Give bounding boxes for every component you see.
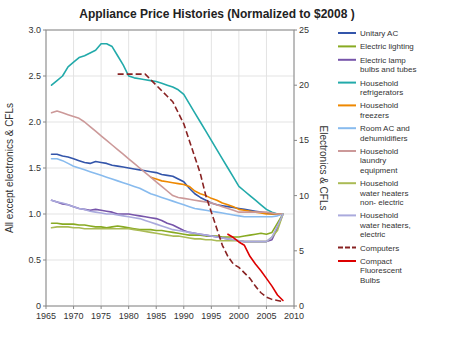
axes: 1965197019751980198519901995200020052010… xyxy=(28,25,309,321)
legend-swatch xyxy=(338,150,356,152)
tick xyxy=(211,306,212,309)
grid-line xyxy=(46,260,294,261)
tick xyxy=(43,306,46,307)
chart: 1965197019751980198519901995200020052010… xyxy=(0,0,474,344)
grid-line xyxy=(46,168,294,169)
legend-swatch xyxy=(338,82,356,84)
tick-label: 20 xyxy=(299,80,309,90)
tick-label: 1.5 xyxy=(28,163,41,173)
legend-label: CompactFluorescentBulbs xyxy=(360,257,403,285)
legend: Unitary AC Electric lighting Electric lamp… xyxy=(338,29,417,285)
series-line xyxy=(52,200,283,241)
tick-label: 0.5 xyxy=(28,255,41,265)
legend-label: Householdrefrigerators xyxy=(360,79,403,97)
legend-swatch xyxy=(338,45,356,47)
tick-label: 15 xyxy=(299,135,309,145)
legend-label: Householdwater heaters,electric xyxy=(359,211,411,239)
tick-label: 3.0 xyxy=(28,25,41,35)
tick-label: 1995 xyxy=(201,311,221,321)
legend-swatch xyxy=(338,247,356,249)
tick xyxy=(43,214,46,215)
tick-label: 0 xyxy=(299,301,304,311)
plot-frame xyxy=(46,30,294,306)
tick-label: 1985 xyxy=(146,311,166,321)
axis-label: All except electronics & CFLs xyxy=(4,103,15,233)
legend-swatch xyxy=(338,59,356,61)
tick xyxy=(294,85,297,86)
series-line xyxy=(52,111,283,214)
tick xyxy=(238,306,239,309)
series-line xyxy=(52,159,283,217)
legend-label: Room AC anddehumidifiers xyxy=(360,124,410,142)
legend-swatch xyxy=(338,260,356,262)
tick-label: 1.0 xyxy=(28,209,41,219)
tick-label: 0 xyxy=(36,301,41,311)
tick xyxy=(294,195,297,196)
series-line xyxy=(52,44,283,214)
tick-label: 2000 xyxy=(229,311,249,321)
tick-label: 5 xyxy=(299,246,304,256)
series-line xyxy=(118,74,283,301)
legend-label: Householdwater heatersnon- electric xyxy=(359,179,408,207)
legend-swatch xyxy=(338,32,356,34)
tick-label: 1980 xyxy=(119,311,139,321)
tick xyxy=(43,122,46,123)
tick-label: 1970 xyxy=(64,311,84,321)
series-line xyxy=(228,234,283,300)
tick xyxy=(266,306,267,309)
legend-swatch xyxy=(338,182,356,184)
axis-label: Electronics & CFLs xyxy=(318,125,329,210)
tick xyxy=(43,76,46,77)
series-line xyxy=(151,177,283,214)
tick xyxy=(294,306,297,307)
tick-label: 10 xyxy=(299,191,309,201)
tick xyxy=(43,168,46,169)
title: Appliance Price Histories (Normalized to… xyxy=(79,7,354,21)
tick-label: 25 xyxy=(299,25,309,35)
legend-swatch xyxy=(338,214,356,216)
legend-label: Computers xyxy=(360,244,399,253)
legend-swatch xyxy=(338,127,356,129)
series-line xyxy=(52,200,283,241)
tick-label: 1990 xyxy=(174,311,194,321)
legend-swatch xyxy=(338,104,356,106)
grid-line xyxy=(46,214,294,215)
tick xyxy=(294,250,297,251)
tick xyxy=(183,306,184,309)
legend-label: Electric lampbulbs and tubes xyxy=(360,56,417,74)
tick-label: 2005 xyxy=(256,311,276,321)
grid-line xyxy=(46,76,294,77)
tick xyxy=(294,30,297,31)
tick xyxy=(43,30,46,31)
tick xyxy=(43,260,46,261)
tick-label: 2.5 xyxy=(28,71,41,81)
grid xyxy=(46,30,294,306)
tick xyxy=(156,306,157,309)
tick xyxy=(101,306,102,309)
legend-label: Householdlaundryequipment xyxy=(360,147,398,175)
tick xyxy=(294,140,297,141)
legend-label: Unitary AC xyxy=(360,29,398,38)
tick xyxy=(128,306,129,309)
tick xyxy=(73,306,74,309)
tick-label: 2.0 xyxy=(28,117,41,127)
tick-label: 1975 xyxy=(91,311,111,321)
plot-area xyxy=(46,30,294,306)
series-line xyxy=(52,154,283,214)
legend-label: Householdfreezers xyxy=(360,101,398,119)
legend-label: Electric lighting xyxy=(360,42,414,51)
lines xyxy=(52,44,283,302)
tick-label: 2010 xyxy=(284,311,304,321)
tick-label: 1965 xyxy=(36,311,56,321)
